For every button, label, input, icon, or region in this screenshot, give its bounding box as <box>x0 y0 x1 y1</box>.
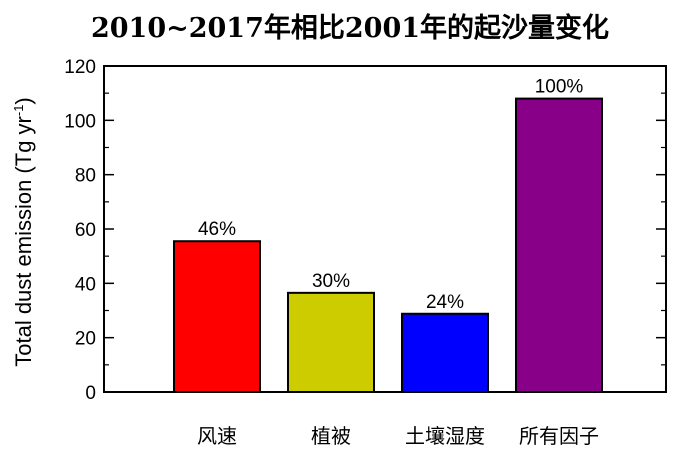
y-axis-title: Total dust emission (Tg yr-1) <box>11 97 36 367</box>
y-axis-title-superscript: -1 <box>11 105 26 117</box>
bar <box>173 240 261 393</box>
y-tick-label: 120 <box>64 57 96 78</box>
category-label: 植被 <box>311 424 351 448</box>
chart-title: 2010~2017年相比2001年的起沙量变化 <box>90 13 610 44</box>
y-tick-label: 40 <box>75 274 96 295</box>
category-label: 风速 <box>197 424 237 448</box>
y-tick-label: 0 <box>85 383 96 404</box>
bar <box>287 291 375 394</box>
y-tick-label: 100 <box>64 111 96 132</box>
y-tick-label: 20 <box>75 329 96 350</box>
y-axis-title-main: Total dust emission (Tg yr <box>11 116 36 367</box>
y-axis-title-suffix: ) <box>11 97 36 104</box>
category-label: 所有因子 <box>519 424 599 448</box>
bar <box>401 312 489 394</box>
category-label: 土壤湿度 <box>405 424 485 448</box>
data-label: 30% <box>312 271 350 292</box>
data-label: 100% <box>535 77 584 98</box>
y-tick-label: 60 <box>75 220 96 241</box>
plot-frame <box>103 65 667 393</box>
data-label: 24% <box>426 292 464 313</box>
data-label: 46% <box>198 219 236 240</box>
bar <box>515 97 603 393</box>
y-tick-label: 80 <box>75 166 96 187</box>
